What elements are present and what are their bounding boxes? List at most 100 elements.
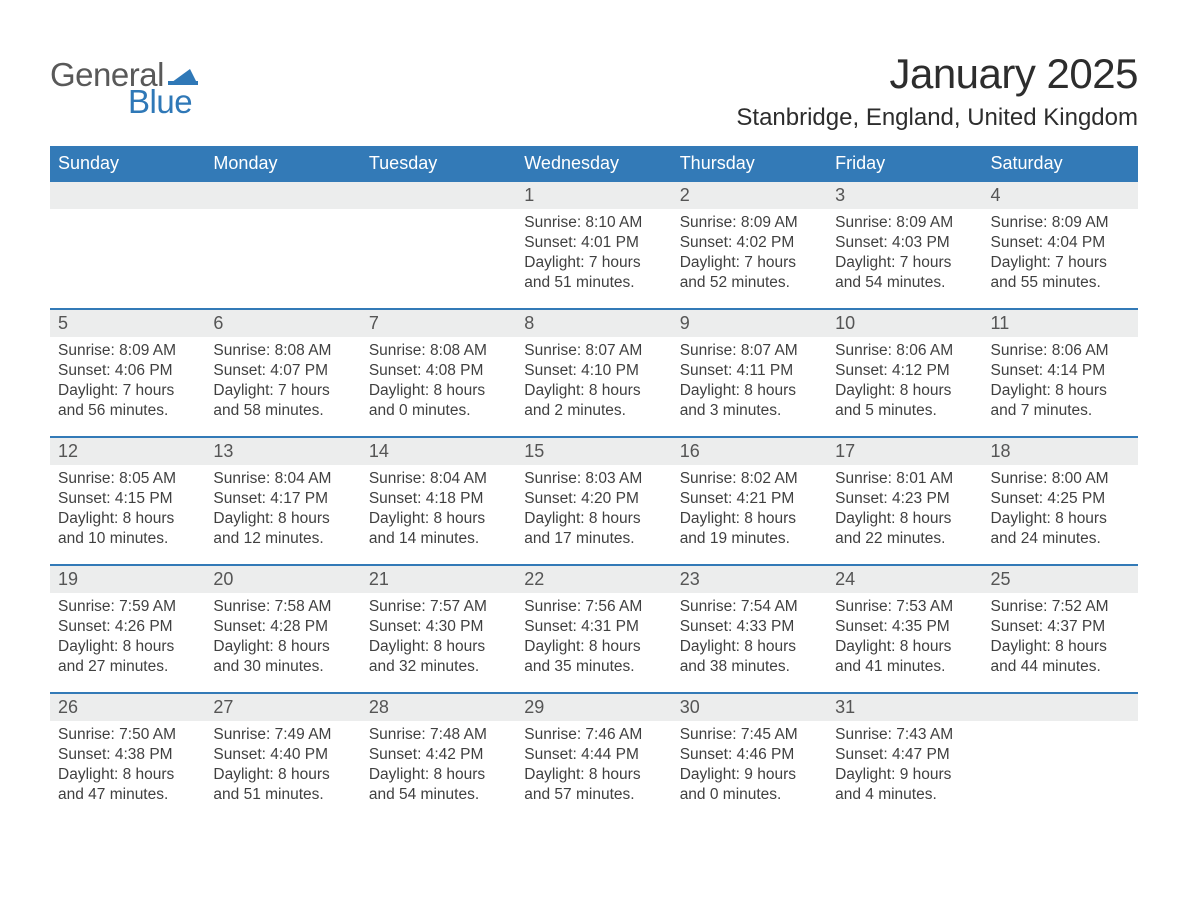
day-details: Sunrise: 7:43 AMSunset: 4:47 PMDaylight:… bbox=[827, 721, 982, 810]
day-number: 31 bbox=[827, 694, 982, 721]
calendar-week-row: 1Sunrise: 8:10 AMSunset: 4:01 PMDaylight… bbox=[50, 181, 1138, 309]
calendar-day-cell: 25Sunrise: 7:52 AMSunset: 4:37 PMDayligh… bbox=[983, 565, 1138, 693]
day-details: Sunrise: 8:01 AMSunset: 4:23 PMDaylight:… bbox=[827, 465, 982, 554]
day-details: Sunrise: 7:45 AMSunset: 4:46 PMDaylight:… bbox=[672, 721, 827, 810]
calendar-day-cell: 18Sunrise: 8:00 AMSunset: 4:25 PMDayligh… bbox=[983, 437, 1138, 565]
day-details: Sunrise: 8:09 AMSunset: 4:06 PMDaylight:… bbox=[50, 337, 205, 426]
logo: General Blue bbox=[50, 50, 198, 118]
flag-icon bbox=[168, 63, 198, 85]
day-number: 3 bbox=[827, 182, 982, 209]
day-number: 19 bbox=[50, 566, 205, 593]
day-number: 5 bbox=[50, 310, 205, 337]
page-subtitle: Stanbridge, England, United Kingdom bbox=[736, 104, 1138, 132]
day-details: Sunrise: 8:09 AMSunset: 4:02 PMDaylight:… bbox=[672, 209, 827, 298]
day-details: Sunrise: 7:54 AMSunset: 4:33 PMDaylight:… bbox=[672, 593, 827, 682]
day-details: Sunrise: 8:06 AMSunset: 4:14 PMDaylight:… bbox=[983, 337, 1138, 426]
calendar-day-cell bbox=[361, 181, 516, 309]
calendar-day-cell: 15Sunrise: 8:03 AMSunset: 4:20 PMDayligh… bbox=[516, 437, 671, 565]
day-details: Sunrise: 7:46 AMSunset: 4:44 PMDaylight:… bbox=[516, 721, 671, 810]
day-details: Sunrise: 7:57 AMSunset: 4:30 PMDaylight:… bbox=[361, 593, 516, 682]
day-number: 15 bbox=[516, 438, 671, 465]
day-number: 8 bbox=[516, 310, 671, 337]
day-details: Sunrise: 8:08 AMSunset: 4:07 PMDaylight:… bbox=[205, 337, 360, 426]
calendar-day-cell: 11Sunrise: 8:06 AMSunset: 4:14 PMDayligh… bbox=[983, 309, 1138, 437]
calendar-day-cell: 24Sunrise: 7:53 AMSunset: 4:35 PMDayligh… bbox=[827, 565, 982, 693]
day-number bbox=[983, 694, 1138, 721]
day-details: Sunrise: 7:52 AMSunset: 4:37 PMDaylight:… bbox=[983, 593, 1138, 682]
day-number: 28 bbox=[361, 694, 516, 721]
calendar-day-cell: 29Sunrise: 7:46 AMSunset: 4:44 PMDayligh… bbox=[516, 693, 671, 811]
day-details: Sunrise: 7:53 AMSunset: 4:35 PMDaylight:… bbox=[827, 593, 982, 682]
day-details: Sunrise: 7:56 AMSunset: 4:31 PMDaylight:… bbox=[516, 593, 671, 682]
weekday-header: Sunday bbox=[50, 146, 205, 181]
day-number: 21 bbox=[361, 566, 516, 593]
day-details: Sunrise: 8:05 AMSunset: 4:15 PMDaylight:… bbox=[50, 465, 205, 554]
calendar-body: 1Sunrise: 8:10 AMSunset: 4:01 PMDaylight… bbox=[50, 181, 1138, 811]
logo-text-blue: Blue bbox=[128, 85, 198, 118]
calendar-day-cell: 21Sunrise: 7:57 AMSunset: 4:30 PMDayligh… bbox=[361, 565, 516, 693]
header-row: General Blue January 2025 Stanbridge, En… bbox=[50, 50, 1138, 146]
day-number: 4 bbox=[983, 182, 1138, 209]
calendar-day-cell bbox=[50, 181, 205, 309]
day-details: Sunrise: 8:10 AMSunset: 4:01 PMDaylight:… bbox=[516, 209, 671, 298]
day-details: Sunrise: 7:58 AMSunset: 4:28 PMDaylight:… bbox=[205, 593, 360, 682]
calendar-day-cell: 4Sunrise: 8:09 AMSunset: 4:04 PMDaylight… bbox=[983, 181, 1138, 309]
calendar-day-cell: 2Sunrise: 8:09 AMSunset: 4:02 PMDaylight… bbox=[672, 181, 827, 309]
day-number: 18 bbox=[983, 438, 1138, 465]
day-number: 11 bbox=[983, 310, 1138, 337]
calendar-day-cell: 20Sunrise: 7:58 AMSunset: 4:28 PMDayligh… bbox=[205, 565, 360, 693]
calendar-day-cell: 12Sunrise: 8:05 AMSunset: 4:15 PMDayligh… bbox=[50, 437, 205, 565]
calendar-day-cell: 14Sunrise: 8:04 AMSunset: 4:18 PMDayligh… bbox=[361, 437, 516, 565]
day-number: 14 bbox=[361, 438, 516, 465]
calendar-day-cell: 13Sunrise: 8:04 AMSunset: 4:17 PMDayligh… bbox=[205, 437, 360, 565]
calendar-day-cell: 19Sunrise: 7:59 AMSunset: 4:26 PMDayligh… bbox=[50, 565, 205, 693]
calendar-day-cell: 27Sunrise: 7:49 AMSunset: 4:40 PMDayligh… bbox=[205, 693, 360, 811]
calendar-day-cell: 10Sunrise: 8:06 AMSunset: 4:12 PMDayligh… bbox=[827, 309, 982, 437]
calendar-week-row: 19Sunrise: 7:59 AMSunset: 4:26 PMDayligh… bbox=[50, 565, 1138, 693]
weekday-row: Sunday Monday Tuesday Wednesday Thursday… bbox=[50, 146, 1138, 181]
day-number: 22 bbox=[516, 566, 671, 593]
calendar-week-row: 12Sunrise: 8:05 AMSunset: 4:15 PMDayligh… bbox=[50, 437, 1138, 565]
calendar-head: Sunday Monday Tuesday Wednesday Thursday… bbox=[50, 146, 1138, 181]
day-number: 12 bbox=[50, 438, 205, 465]
day-details: Sunrise: 8:04 AMSunset: 4:18 PMDaylight:… bbox=[361, 465, 516, 554]
day-details: Sunrise: 8:00 AMSunset: 4:25 PMDaylight:… bbox=[983, 465, 1138, 554]
day-details: Sunrise: 7:48 AMSunset: 4:42 PMDaylight:… bbox=[361, 721, 516, 810]
day-number: 26 bbox=[50, 694, 205, 721]
day-number: 30 bbox=[672, 694, 827, 721]
day-details: Sunrise: 8:06 AMSunset: 4:12 PMDaylight:… bbox=[827, 337, 982, 426]
weekday-header: Saturday bbox=[983, 146, 1138, 181]
day-number: 20 bbox=[205, 566, 360, 593]
day-number: 23 bbox=[672, 566, 827, 593]
calendar-day-cell: 5Sunrise: 8:09 AMSunset: 4:06 PMDaylight… bbox=[50, 309, 205, 437]
calendar-day-cell: 9Sunrise: 8:07 AMSunset: 4:11 PMDaylight… bbox=[672, 309, 827, 437]
day-number: 25 bbox=[983, 566, 1138, 593]
day-number bbox=[50, 182, 205, 209]
page-title: January 2025 bbox=[736, 50, 1138, 98]
day-details: Sunrise: 8:09 AMSunset: 4:03 PMDaylight:… bbox=[827, 209, 982, 298]
weekday-header: Wednesday bbox=[516, 146, 671, 181]
calendar-day-cell: 26Sunrise: 7:50 AMSunset: 4:38 PMDayligh… bbox=[50, 693, 205, 811]
day-number: 13 bbox=[205, 438, 360, 465]
day-details: Sunrise: 8:08 AMSunset: 4:08 PMDaylight:… bbox=[361, 337, 516, 426]
calendar-day-cell: 23Sunrise: 7:54 AMSunset: 4:33 PMDayligh… bbox=[672, 565, 827, 693]
day-number: 10 bbox=[827, 310, 982, 337]
weekday-header: Tuesday bbox=[361, 146, 516, 181]
calendar-day-cell: 1Sunrise: 8:10 AMSunset: 4:01 PMDaylight… bbox=[516, 181, 671, 309]
day-details: Sunrise: 8:03 AMSunset: 4:20 PMDaylight:… bbox=[516, 465, 671, 554]
day-details: Sunrise: 8:07 AMSunset: 4:11 PMDaylight:… bbox=[672, 337, 827, 426]
calendar-day-cell: 8Sunrise: 8:07 AMSunset: 4:10 PMDaylight… bbox=[516, 309, 671, 437]
day-number: 6 bbox=[205, 310, 360, 337]
weekday-header: Monday bbox=[205, 146, 360, 181]
calendar-week-row: 26Sunrise: 7:50 AMSunset: 4:38 PMDayligh… bbox=[50, 693, 1138, 811]
calendar-day-cell: 31Sunrise: 7:43 AMSunset: 4:47 PMDayligh… bbox=[827, 693, 982, 811]
day-number: 1 bbox=[516, 182, 671, 209]
day-number: 29 bbox=[516, 694, 671, 721]
day-details: Sunrise: 8:07 AMSunset: 4:10 PMDaylight:… bbox=[516, 337, 671, 426]
day-details: Sunrise: 8:02 AMSunset: 4:21 PMDaylight:… bbox=[672, 465, 827, 554]
day-details: Sunrise: 7:50 AMSunset: 4:38 PMDaylight:… bbox=[50, 721, 205, 810]
day-number bbox=[205, 182, 360, 209]
day-number: 24 bbox=[827, 566, 982, 593]
day-number: 2 bbox=[672, 182, 827, 209]
day-number bbox=[361, 182, 516, 209]
